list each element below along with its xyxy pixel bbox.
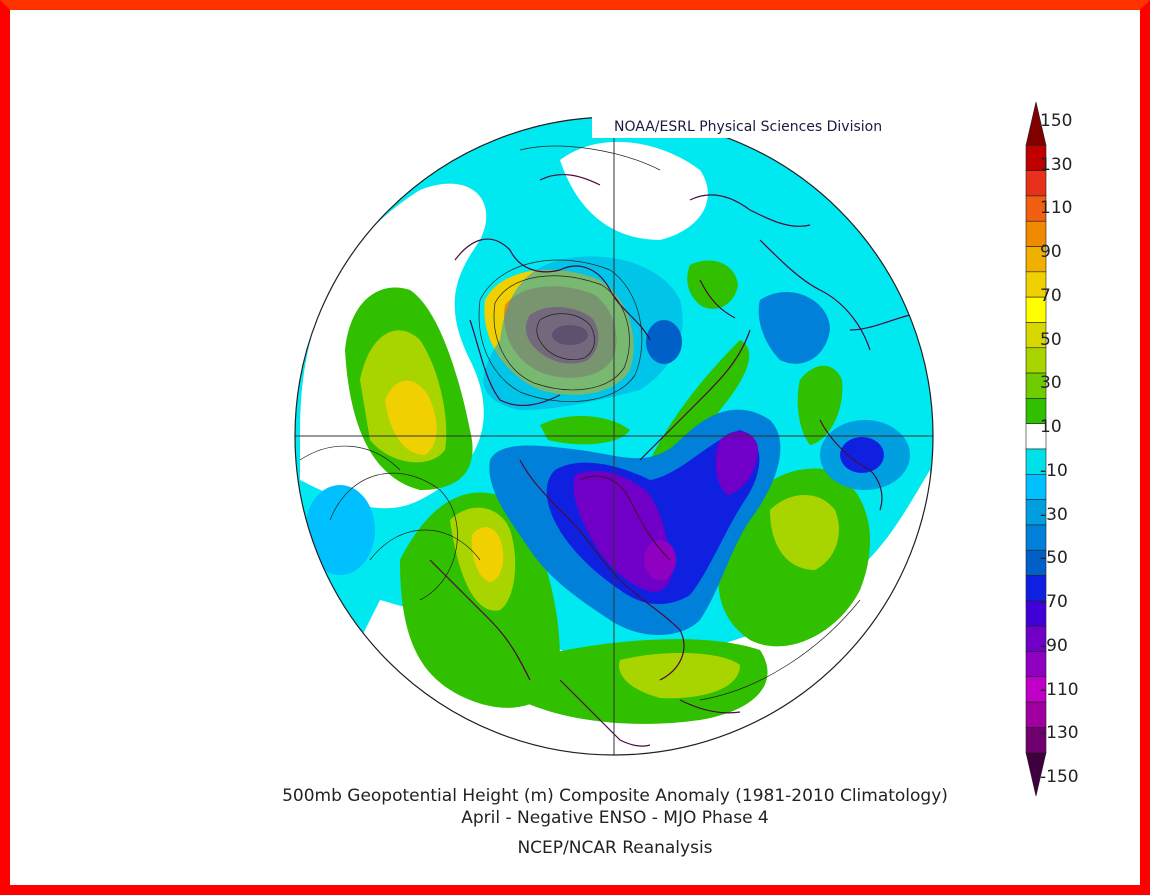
colorbar-tick-label: 30 — [1040, 373, 1062, 394]
positive-south-band-inner — [619, 653, 740, 699]
negative-north-patch — [646, 320, 682, 364]
negative-west-patch — [305, 485, 375, 575]
negative-magenta-peak — [644, 540, 676, 580]
zero-band-north — [560, 141, 708, 240]
positive-east-patch — [797, 365, 843, 445]
colorbar-tick-label: 90 — [1040, 242, 1062, 263]
colorbar-tick-label: -90 — [1040, 635, 1068, 656]
colorbar-swatch — [1025, 524, 1047, 551]
credit-label: NOAA/ESRL Physical Sciences Division — [592, 116, 930, 138]
colorbar-tick-label: 70 — [1040, 285, 1062, 306]
colorbar — [1025, 101, 1047, 797]
colorbar-swatch — [1025, 347, 1047, 374]
positive-northeast-patch — [687, 260, 738, 309]
data-source: NCEP/NCAR Reanalysis — [517, 838, 713, 858]
colorbar-tick-label: 150 — [1040, 111, 1073, 131]
colorbar-tick-label: -10 — [1040, 460, 1068, 481]
negative-purple-east — [715, 431, 758, 495]
positive-central — [540, 415, 630, 445]
anomaly-fields — [300, 141, 930, 755]
colorbar-tick-label: 50 — [1040, 329, 1062, 350]
map-subtitle: April - Negative ENSO - MJO Phase 4 — [461, 808, 769, 828]
colorbar-tick-label: 130 — [1040, 154, 1073, 175]
positive-southwest-core — [471, 527, 504, 582]
crosshair-lines — [295, 117, 933, 755]
colorbar-tick-label: -150 — [1040, 767, 1079, 787]
colorbar-tick-label: -30 — [1040, 504, 1068, 525]
colorbar-tick-label: -110 — [1040, 679, 1079, 700]
negative-northeast-band — [758, 291, 830, 364]
negative-blue-north — [483, 256, 683, 410]
colorbar-tick-label: -130 — [1040, 723, 1079, 744]
positive-east-inner — [770, 495, 839, 570]
colorbar-tick-label: -70 — [1040, 592, 1068, 613]
colorbar-tick-label: -50 — [1040, 548, 1068, 569]
contour-lines — [299, 145, 861, 701]
map-title: 500mb Geopotential Height (m) Composite … — [282, 786, 948, 806]
colorbar-swatch — [1025, 752, 1047, 797]
colorbar-tick-label: 110 — [1040, 198, 1073, 219]
colorbar-tick-label: 10 — [1040, 417, 1062, 438]
negative-blue-far-east-core — [840, 437, 884, 473]
